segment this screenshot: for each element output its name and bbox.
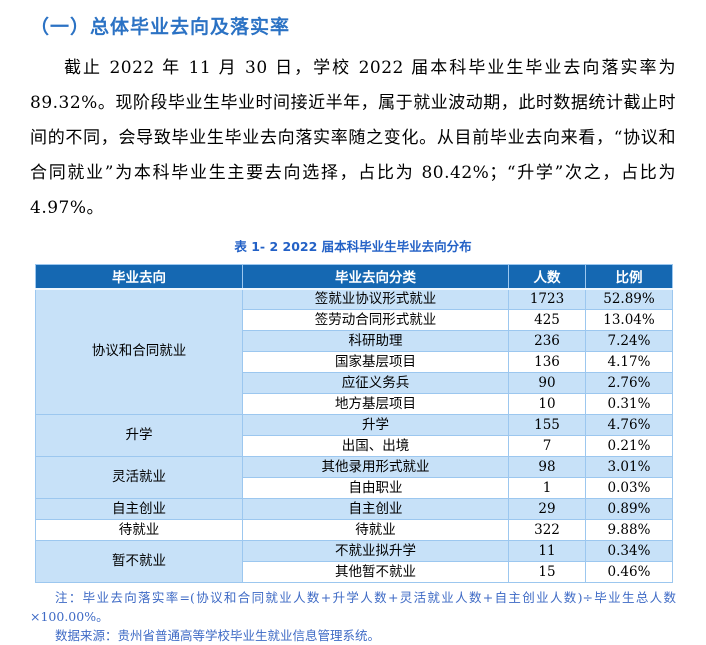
count-cell: 29 [508, 498, 586, 520]
section-heading: （一）总体毕业去向及落实率 [30, 16, 291, 38]
table-row: 地方基层项目 10 0.31% [36, 393, 673, 415]
category-cell: 升学 [35, 414, 243, 457]
table-row: 自由职业 1 0.03% [36, 477, 673, 499]
subcategory-cell: 自由职业 [242, 477, 509, 499]
subcategory-cell: 自主创业 [242, 498, 509, 520]
percent-cell: 7.24% [585, 330, 673, 352]
percent-cell: 0.21% [585, 435, 673, 457]
category-cell: 待就业 [35, 519, 243, 541]
table-row: 应征义务兵 90 2.76% [36, 372, 673, 394]
table-row: 灵活就业 其他录用形式就业 98 3.01% [35, 456, 673, 499]
count-cell: 1723 [508, 288, 586, 310]
percent-cell: 2.76% [585, 372, 673, 394]
count-cell: 1 [508, 477, 586, 499]
table-row: 暂不就业 不就业拟升学 11 0.34% [35, 540, 673, 583]
count-cell: 10 [508, 393, 586, 415]
header-cell: 毕业去向分类 [242, 264, 509, 290]
percent-cell: 3.01% [585, 456, 673, 478]
percent-cell: 4.76% [585, 414, 673, 436]
note-line: 数据来源：贵州省普通高等学校毕业生就业信息管理系统。 [55, 628, 381, 643]
table-row: 升学 升学 155 4.76% [35, 414, 673, 457]
category-cell: 灵活就业 [35, 456, 243, 499]
percent-cell: 9.88% [585, 519, 673, 541]
percent-cell: 0.89% [585, 498, 673, 520]
subcategory-cell: 科研助理 [242, 330, 509, 352]
percent-cell: 0.03% [585, 477, 673, 499]
table-row: 科研助理 236 7.24% [36, 330, 673, 352]
count-cell: 236 [508, 330, 586, 352]
subcategory-cell: 其他录用形式就业 [242, 456, 509, 478]
percent-cell: 4.17% [585, 351, 673, 373]
count-cell: 11 [508, 540, 586, 562]
distribution-table: 毕业去向 毕业去向分类 人数 比例 协议和合同就业 签就业协议形式就业 1723 52.89… [35, 264, 673, 583]
subcategory-cell: 应征义务兵 [242, 372, 509, 394]
table-row: 其他暂不就业 15 0.46% [36, 561, 673, 583]
count-cell: 98 [508, 456, 586, 478]
subcategory-cell: 不就业拟升学 [242, 540, 509, 562]
table-header-row: 毕业去向 毕业去向分类 人数 比例 [35, 264, 673, 290]
subcategory-cell: 地方基层项目 [242, 393, 509, 415]
table-body: 协议和合同就业 签就业协议形式就业 1723 52.89% 签劳动合同形式就业 425 13… [35, 288, 673, 583]
table-row: 签劳动合同形式就业 425 13.04% [36, 309, 673, 331]
percent-cell: 0.34% [585, 540, 673, 562]
percent-cell: 0.46% [585, 561, 673, 583]
count-cell: 425 [508, 309, 586, 331]
subcategory-cell: 其他暂不就业 [242, 561, 509, 583]
percent-cell: 0.31% [585, 393, 673, 415]
subcategory-cell: 签就业协议形式就业 [242, 288, 509, 310]
subcategory-cell: 升学 [242, 414, 509, 436]
subcategory-cell: 国家基层项目 [242, 351, 509, 373]
count-cell: 136 [508, 351, 586, 373]
subcategory-cell: 出国、出境 [242, 435, 509, 457]
table-row: 协议和合同就业 签就业协议形式就业 1723 52.89% [35, 288, 673, 415]
count-cell: 15 [508, 561, 586, 583]
table-row: 自主创业 自主创业 29 0.89% [35, 498, 673, 520]
header-cell: 人数 [508, 264, 586, 290]
table-row: 待就业 待就业 322 9.88% [35, 519, 673, 541]
subcategory-cell: 签劳动合同形式就业 [242, 309, 509, 331]
note-line: 注：毕业去向落实率=(协议和合同就业人数+升学人数+灵活就业人数+自主创业人数)… [30, 590, 676, 624]
table-row: 出国、出境 7 0.21% [36, 435, 673, 457]
body-paragraph: 截止 2022 年 11 月 30 日，学校 2022 届本科毕业生毕业去向落实… [30, 58, 676, 218]
table-caption: 表 1- 2 2022 届本科毕业生毕业去向分布 [234, 239, 472, 254]
count-cell: 90 [508, 372, 586, 394]
percent-cell: 52.89% [585, 288, 673, 310]
count-cell: 7 [508, 435, 586, 457]
count-cell: 322 [508, 519, 586, 541]
percent-cell: 13.04% [585, 309, 673, 331]
header-cell: 比例 [585, 264, 673, 290]
category-cell: 协议和合同就业 [35, 288, 243, 415]
notes: 注：毕业去向落实率=(协议和合同就业人数+升学人数+灵活就业人数+自主创业人数)… [30, 588, 676, 645]
subcategory-cell: 待就业 [242, 519, 509, 541]
category-cell: 暂不就业 [35, 540, 243, 583]
header-cell: 毕业去向 [35, 264, 243, 290]
count-cell: 155 [508, 414, 586, 436]
category-cell: 自主创业 [35, 498, 243, 520]
